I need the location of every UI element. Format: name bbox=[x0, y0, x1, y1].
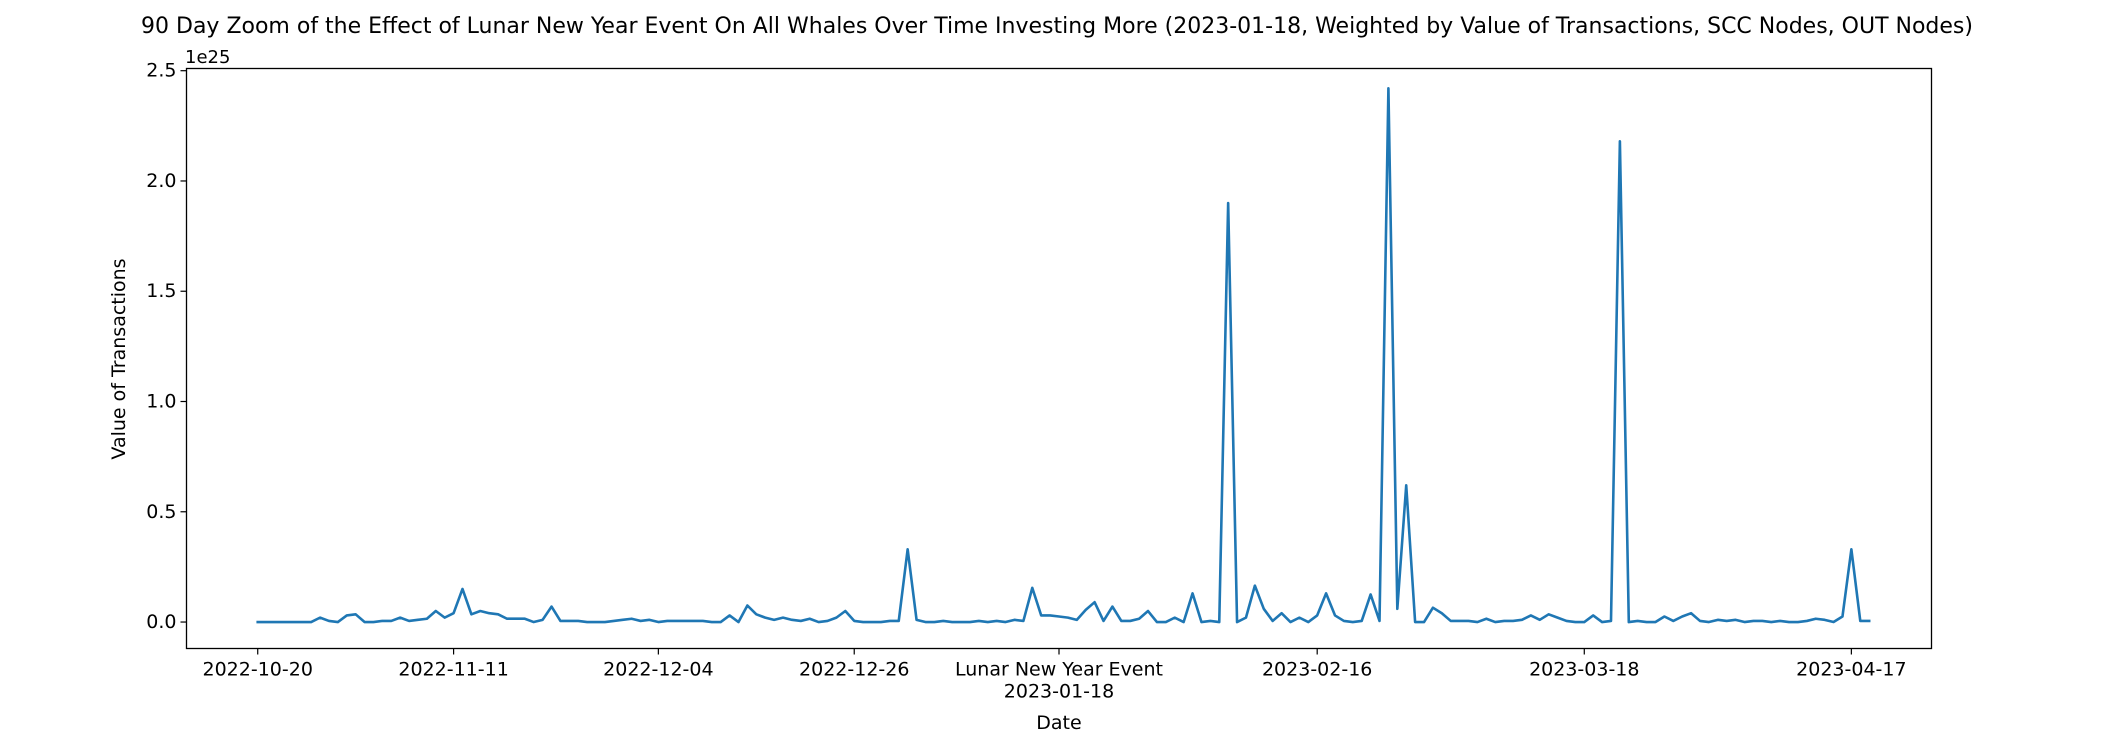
x-tick-sublabel: 2023-01-18 bbox=[1004, 681, 1114, 703]
x-tick-label: 2023-04-17 bbox=[1796, 659, 1906, 681]
y-offset-label: 1e25 bbox=[185, 47, 230, 68]
y-axis-label: Value of Transactions bbox=[108, 258, 130, 459]
y-tick-label: 1.5 bbox=[146, 280, 176, 302]
y-tick-label: 0.0 bbox=[146, 611, 176, 633]
y-tick-label: 0.5 bbox=[146, 501, 176, 523]
x-tick-label: 2022-10-20 bbox=[203, 659, 313, 681]
y-tick-label: 1.0 bbox=[146, 391, 176, 413]
x-tick-label: 2022-12-04 bbox=[603, 659, 713, 681]
chart-title: 90 Day Zoom of the Effect of Lunar New Y… bbox=[141, 14, 1973, 39]
x-tick-label: 2022-11-11 bbox=[398, 659, 508, 681]
y-tick-label: 2.5 bbox=[146, 60, 176, 82]
y-tick-label: 2.0 bbox=[146, 170, 176, 192]
x-tick-label: 2023-03-18 bbox=[1529, 659, 1639, 681]
plot-frame bbox=[185, 67, 1933, 650]
x-tick-label: Lunar New Year Event bbox=[955, 659, 1163, 681]
series-line bbox=[256, 87, 1871, 624]
x-axis-label: Date bbox=[1036, 712, 1081, 734]
x-tick-label: 2022-12-26 bbox=[799, 659, 909, 681]
x-tick-label: 2023-02-16 bbox=[1262, 659, 1372, 681]
